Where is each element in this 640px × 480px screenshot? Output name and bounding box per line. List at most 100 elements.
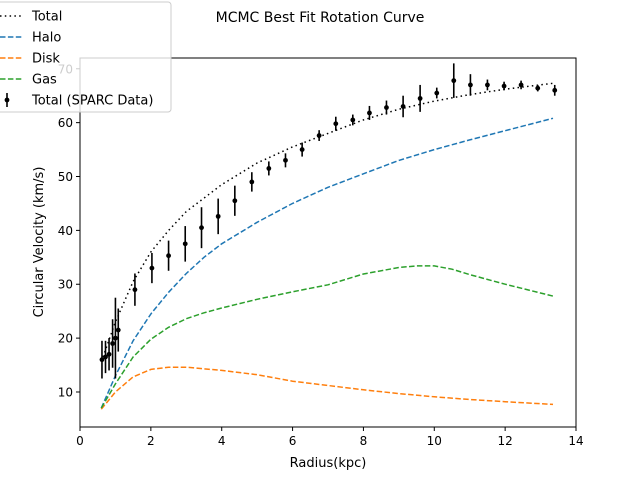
data-marker <box>367 110 372 116</box>
data-marker <box>400 104 406 109</box>
data-marker <box>110 341 115 346</box>
data-point-10 <box>199 207 204 249</box>
data-point-29 <box>518 80 524 90</box>
data-marker <box>283 157 288 163</box>
x-tick-label: 4 <box>218 434 226 448</box>
data-point-8 <box>166 240 171 271</box>
x-tick-label: 2 <box>147 434 155 448</box>
series-line-halo <box>100 117 554 409</box>
x-tick-label: 14 <box>568 434 583 448</box>
data-marker <box>132 287 138 293</box>
data-marker <box>468 82 473 88</box>
data-point-16 <box>299 142 305 157</box>
legend-entry-disk: Disk <box>0 52 60 67</box>
data-marker <box>485 82 490 88</box>
x-axis-label: Radius(kpc) <box>290 456 367 471</box>
chart-title: MCMC Best Fit Rotation Curve <box>216 10 425 26</box>
legend-entry-halo: Halo <box>0 31 61 46</box>
data-marker <box>199 225 204 231</box>
data-marker <box>106 351 112 357</box>
data-marker <box>115 327 121 333</box>
legend-label: Total <box>31 10 62 25</box>
data-marker <box>166 253 171 259</box>
data-marker <box>333 121 339 127</box>
data-marker <box>350 117 356 123</box>
data-marker <box>518 82 524 88</box>
data-point-3 <box>110 319 115 368</box>
legend: Total Halo Disk Gas Total (SPARC Data) <box>0 1 172 113</box>
data-marker <box>215 213 221 219</box>
data-point-13 <box>249 172 255 192</box>
legend-label: Total (SPARC Data) <box>31 94 153 109</box>
y-axis-label: Circular Velocity (km/s) <box>32 167 47 318</box>
data-point-24 <box>434 87 440 99</box>
series-line-gas <box>100 265 554 409</box>
legend-box <box>0 1 172 113</box>
x-tick-label: 0 <box>76 434 84 448</box>
series-line-disk <box>100 366 554 410</box>
data-marker <box>103 354 108 360</box>
data-point-20 <box>367 105 372 120</box>
data-marker <box>552 87 558 93</box>
y-tick-label: 50 <box>58 170 73 184</box>
data-point-9 <box>182 226 188 262</box>
legend-label: Gas <box>32 73 57 88</box>
data-marker <box>316 133 322 138</box>
x-tick-label: 8 <box>360 434 368 448</box>
y-tick-label: 20 <box>58 332 73 346</box>
data-marker <box>451 78 457 84</box>
legend-entry-total-sparc-data: Total (SPARC Data) <box>4 93 153 109</box>
data-marker <box>299 147 305 152</box>
data-point-6 <box>132 273 138 306</box>
data-point-18 <box>333 116 339 131</box>
data-point-12 <box>232 185 238 216</box>
data-point-31 <box>552 84 558 96</box>
data-marker <box>434 90 440 96</box>
data-point-25 <box>451 63 457 98</box>
data-point-1 <box>103 340 108 374</box>
data-marker <box>266 166 272 171</box>
legend-entry-gas: Gas <box>0 73 57 88</box>
x-axis-ticks: 0 2 4 6 8 10 12 14 <box>76 427 584 448</box>
y-tick-label: 10 <box>58 385 73 399</box>
data-marker <box>149 265 155 271</box>
data-point-15 <box>283 153 288 168</box>
data-point-23 <box>417 84 423 112</box>
data-point-21 <box>384 100 389 115</box>
data-point-4 <box>113 297 118 379</box>
data-point-22 <box>400 95 406 118</box>
x-tick-label: 6 <box>289 434 297 448</box>
data-marker <box>501 83 507 89</box>
plot-area <box>99 63 558 410</box>
data-point-7 <box>149 253 155 284</box>
data-marker <box>384 105 389 110</box>
data-point-11 <box>215 198 221 235</box>
data-marker <box>232 198 238 204</box>
data-point-19 <box>350 114 356 126</box>
data-marker <box>249 179 255 185</box>
data-marker <box>417 96 423 101</box>
data-marker <box>99 357 105 363</box>
y-tick-label: 30 <box>58 278 73 292</box>
data-point-26 <box>468 74 473 96</box>
series-line-total <box>102 82 554 358</box>
data-point-17 <box>316 130 322 141</box>
data-point-2 <box>106 338 112 371</box>
axes-frame <box>79 57 577 428</box>
data-point-14 <box>266 161 272 176</box>
x-tick-label: 12 <box>498 434 513 448</box>
data-marker <box>182 241 188 247</box>
data-point-27 <box>485 79 490 91</box>
legend-label: Halo <box>32 31 61 46</box>
data-point-0 <box>99 340 105 379</box>
x-tick-label: 10 <box>427 434 442 448</box>
legend-entry-total: Total <box>0 10 62 25</box>
data-point-28 <box>501 81 507 91</box>
legend-marker <box>4 97 10 103</box>
legend-label: Disk <box>32 52 60 67</box>
y-tick-label: 60 <box>58 116 73 130</box>
data-point-5 <box>115 308 121 352</box>
y-tick-label: 40 <box>58 224 73 238</box>
data-marker <box>113 335 118 341</box>
